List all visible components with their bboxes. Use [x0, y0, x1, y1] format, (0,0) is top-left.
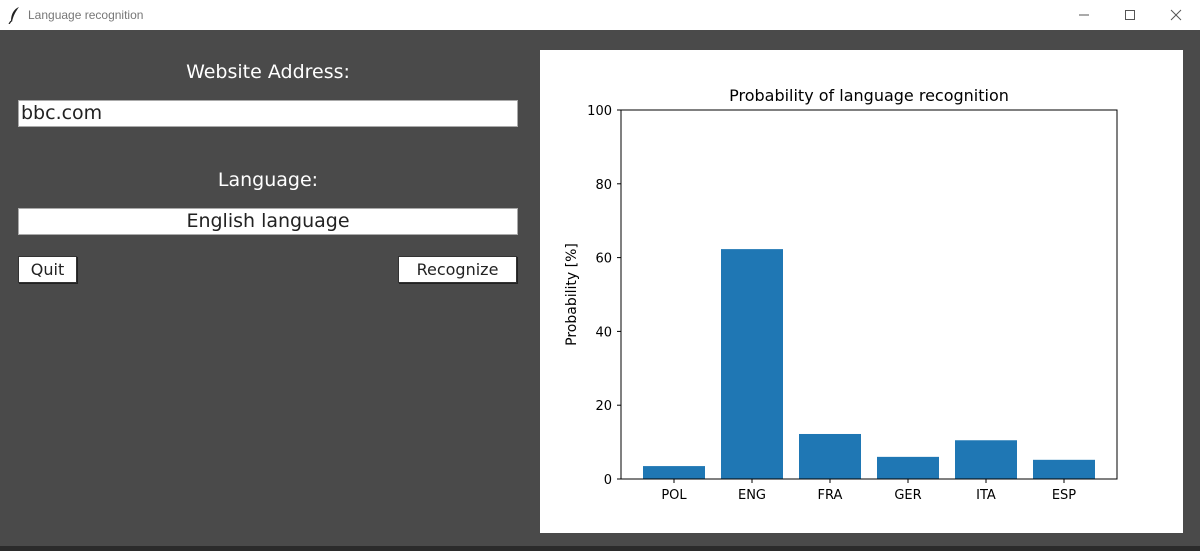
bar-ger: [877, 456, 939, 479]
x-tick-label-esp: ESP: [1052, 488, 1076, 503]
window-title: Language recognition: [28, 8, 144, 22]
x-tick-label-ger: GER: [894, 488, 921, 503]
recognize-button[interactable]: Recognize: [398, 256, 517, 283]
bar-fra: [799, 433, 861, 479]
x-tick-label-ita: ITA: [976, 488, 996, 503]
quit-button[interactable]: Quit: [18, 256, 77, 283]
language-label: Language:: [217, 169, 319, 191]
y-tick-label: 40: [595, 325, 612, 340]
y-tick-label: 20: [595, 399, 612, 414]
close-button[interactable]: [1153, 0, 1199, 30]
maximize-button[interactable]: [1107, 0, 1153, 30]
maximize-icon: [1124, 6, 1136, 25]
address-input[interactable]: bbc.com: [18, 100, 518, 127]
x-tick-label-pol: POL: [661, 488, 687, 503]
bar-eng: [721, 249, 783, 479]
address-label: Website Address:: [186, 61, 350, 83]
close-icon: [1170, 6, 1182, 25]
minimize-button[interactable]: [1061, 0, 1107, 30]
feather-icon: [8, 6, 22, 25]
y-axis-label: Probability [%]: [564, 243, 580, 346]
bar-chart: POL ENG FRA GER ITA ESP 0 20 40 60 80 100 Probabilit…: [564, 86, 1118, 503]
minimize-icon: [1078, 6, 1090, 25]
y-tick-label: 100: [587, 104, 612, 119]
bar-esp: [1033, 459, 1095, 479]
bar-ita: [955, 440, 1017, 479]
y-tick-label: 80: [595, 178, 612, 193]
x-tick-label-eng: ENG: [738, 488, 766, 503]
x-tick-label-fra: FRA: [818, 488, 843, 503]
chart-title: Probability of language recognition: [729, 86, 1009, 105]
bottom-border: [0, 546, 1200, 551]
bar-pol: [643, 466, 705, 479]
language-output: English language: [18, 208, 518, 235]
title-bar: Language recognition: [0, 0, 1200, 30]
chart-panel: POL ENG FRA GER ITA ESP 0 20 40 60 80 100 Probabilit…: [540, 50, 1183, 533]
y-tick-label: 60: [595, 252, 612, 267]
plot-frame: [620, 109, 1118, 480]
y-tick-label: 0: [604, 473, 612, 488]
